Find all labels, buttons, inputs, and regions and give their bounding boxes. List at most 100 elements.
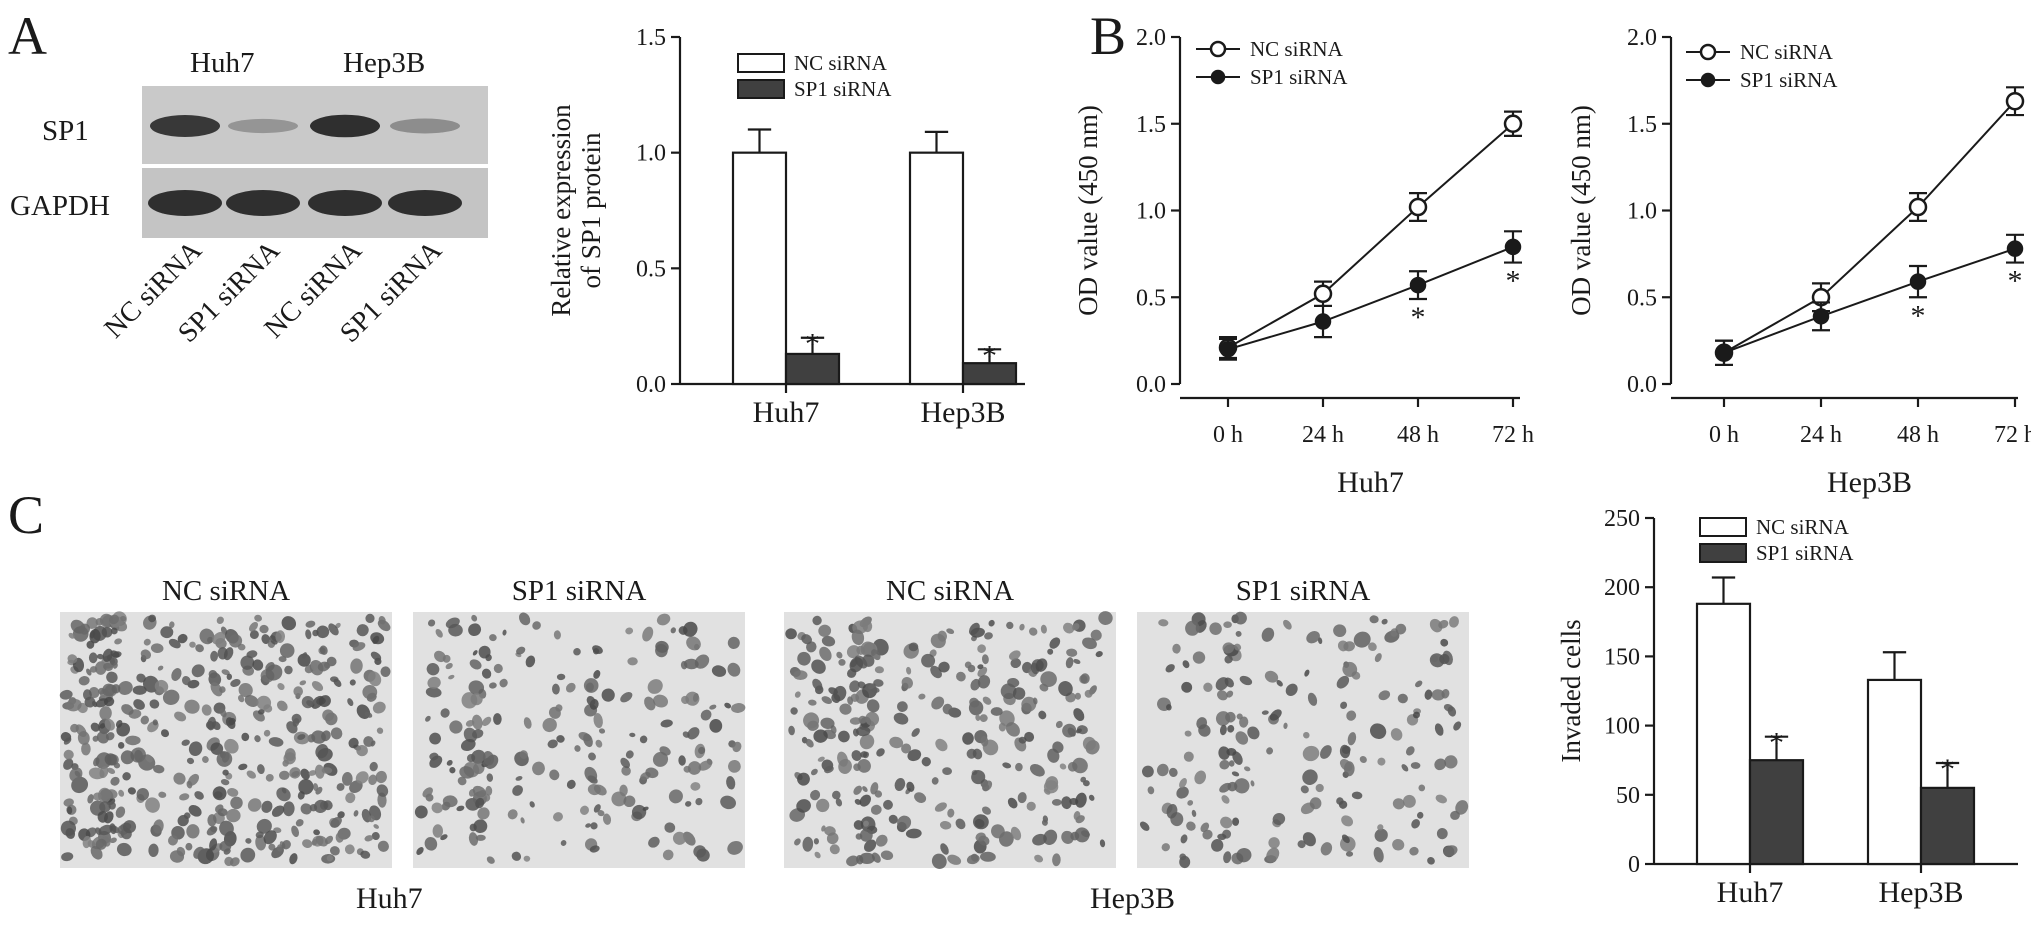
micrograph	[784, 611, 1116, 870]
cell	[435, 628, 443, 638]
cell	[1434, 758, 1447, 771]
cell	[1227, 781, 1238, 792]
cell	[153, 764, 165, 774]
data-point	[1219, 341, 1237, 358]
cell	[330, 727, 343, 740]
cell	[818, 624, 832, 637]
data-point	[1908, 197, 1928, 217]
cell	[249, 621, 258, 632]
cell	[1449, 616, 1459, 628]
cell	[583, 678, 599, 693]
cell	[362, 684, 378, 700]
cell	[1236, 848, 1252, 863]
cell	[1098, 611, 1113, 626]
cell	[939, 821, 952, 830]
cell	[620, 691, 633, 703]
cell	[1239, 675, 1253, 686]
cell	[1181, 681, 1193, 693]
cell	[1200, 822, 1210, 833]
cell	[275, 630, 286, 643]
cell	[368, 815, 375, 823]
cell	[1099, 839, 1106, 848]
cell	[300, 803, 312, 815]
cell	[472, 785, 487, 798]
cell	[99, 723, 106, 729]
cell	[709, 704, 717, 710]
cell	[1082, 637, 1097, 650]
x-tick-label: 48 h	[1897, 422, 1939, 448]
data-point	[1408, 197, 1428, 217]
cell	[1021, 696, 1037, 712]
cell	[1052, 741, 1064, 753]
y-tick-label: 1.0	[1136, 199, 1166, 225]
x-tick-label: 72 h	[1994, 422, 2031, 448]
cell	[187, 773, 200, 786]
cell	[565, 682, 576, 693]
cell	[459, 766, 475, 779]
cell	[1303, 731, 1310, 739]
cell	[1202, 829, 1213, 840]
cell	[1223, 621, 1232, 629]
cell	[875, 834, 888, 847]
cell	[210, 742, 224, 755]
cell	[440, 708, 450, 718]
cell	[220, 779, 230, 786]
legend-marker	[1700, 72, 1716, 88]
cell	[981, 806, 992, 815]
cell	[1182, 660, 1190, 669]
cell	[1283, 722, 1288, 729]
cell	[86, 668, 92, 676]
cell	[87, 794, 94, 804]
cell	[168, 638, 181, 649]
cell	[947, 808, 955, 818]
cell	[244, 695, 259, 707]
cell	[257, 709, 265, 715]
cell	[322, 709, 335, 722]
cell	[305, 629, 312, 640]
cell	[1377, 824, 1384, 831]
cell	[63, 798, 74, 807]
cell	[162, 689, 180, 705]
cell	[623, 795, 636, 808]
cell	[859, 794, 872, 807]
legend-label: NC siRNA	[1250, 37, 1344, 61]
cell	[111, 684, 121, 694]
cell	[1315, 783, 1324, 793]
cell	[889, 736, 904, 749]
cell	[1373, 847, 1384, 863]
cell	[870, 804, 882, 815]
cell	[645, 767, 659, 779]
cell	[376, 784, 389, 797]
cell	[219, 686, 226, 693]
cell	[793, 670, 808, 680]
cell	[440, 834, 448, 841]
cell	[368, 671, 382, 687]
cell	[1217, 833, 1227, 841]
cell	[731, 703, 746, 713]
cell	[448, 623, 463, 637]
cell	[595, 739, 603, 748]
cell	[888, 814, 898, 824]
cell	[662, 849, 674, 861]
cell	[1061, 796, 1072, 810]
cell	[1073, 811, 1081, 821]
cell	[183, 812, 191, 820]
cell	[835, 798, 843, 807]
cell	[864, 839, 877, 852]
cell	[202, 756, 209, 763]
cell	[1232, 751, 1243, 765]
cell	[101, 626, 113, 638]
wb-band-sp1	[390, 118, 460, 134]
cell	[247, 798, 262, 812]
cell	[160, 626, 174, 639]
cell	[647, 679, 663, 694]
cell	[445, 663, 453, 670]
cell	[1231, 771, 1240, 777]
cell	[1080, 673, 1090, 684]
legend-label: SP1 siRNA	[794, 77, 892, 101]
cell	[426, 663, 440, 676]
cell	[377, 840, 389, 852]
cell	[817, 756, 825, 762]
cell	[486, 856, 495, 864]
